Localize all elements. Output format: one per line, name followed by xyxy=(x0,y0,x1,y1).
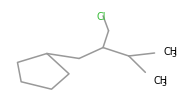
Text: 3: 3 xyxy=(171,49,176,59)
Text: Cl: Cl xyxy=(96,12,106,22)
Text: 3: 3 xyxy=(161,79,166,88)
Text: CH: CH xyxy=(164,47,178,57)
Text: CH: CH xyxy=(154,76,168,86)
